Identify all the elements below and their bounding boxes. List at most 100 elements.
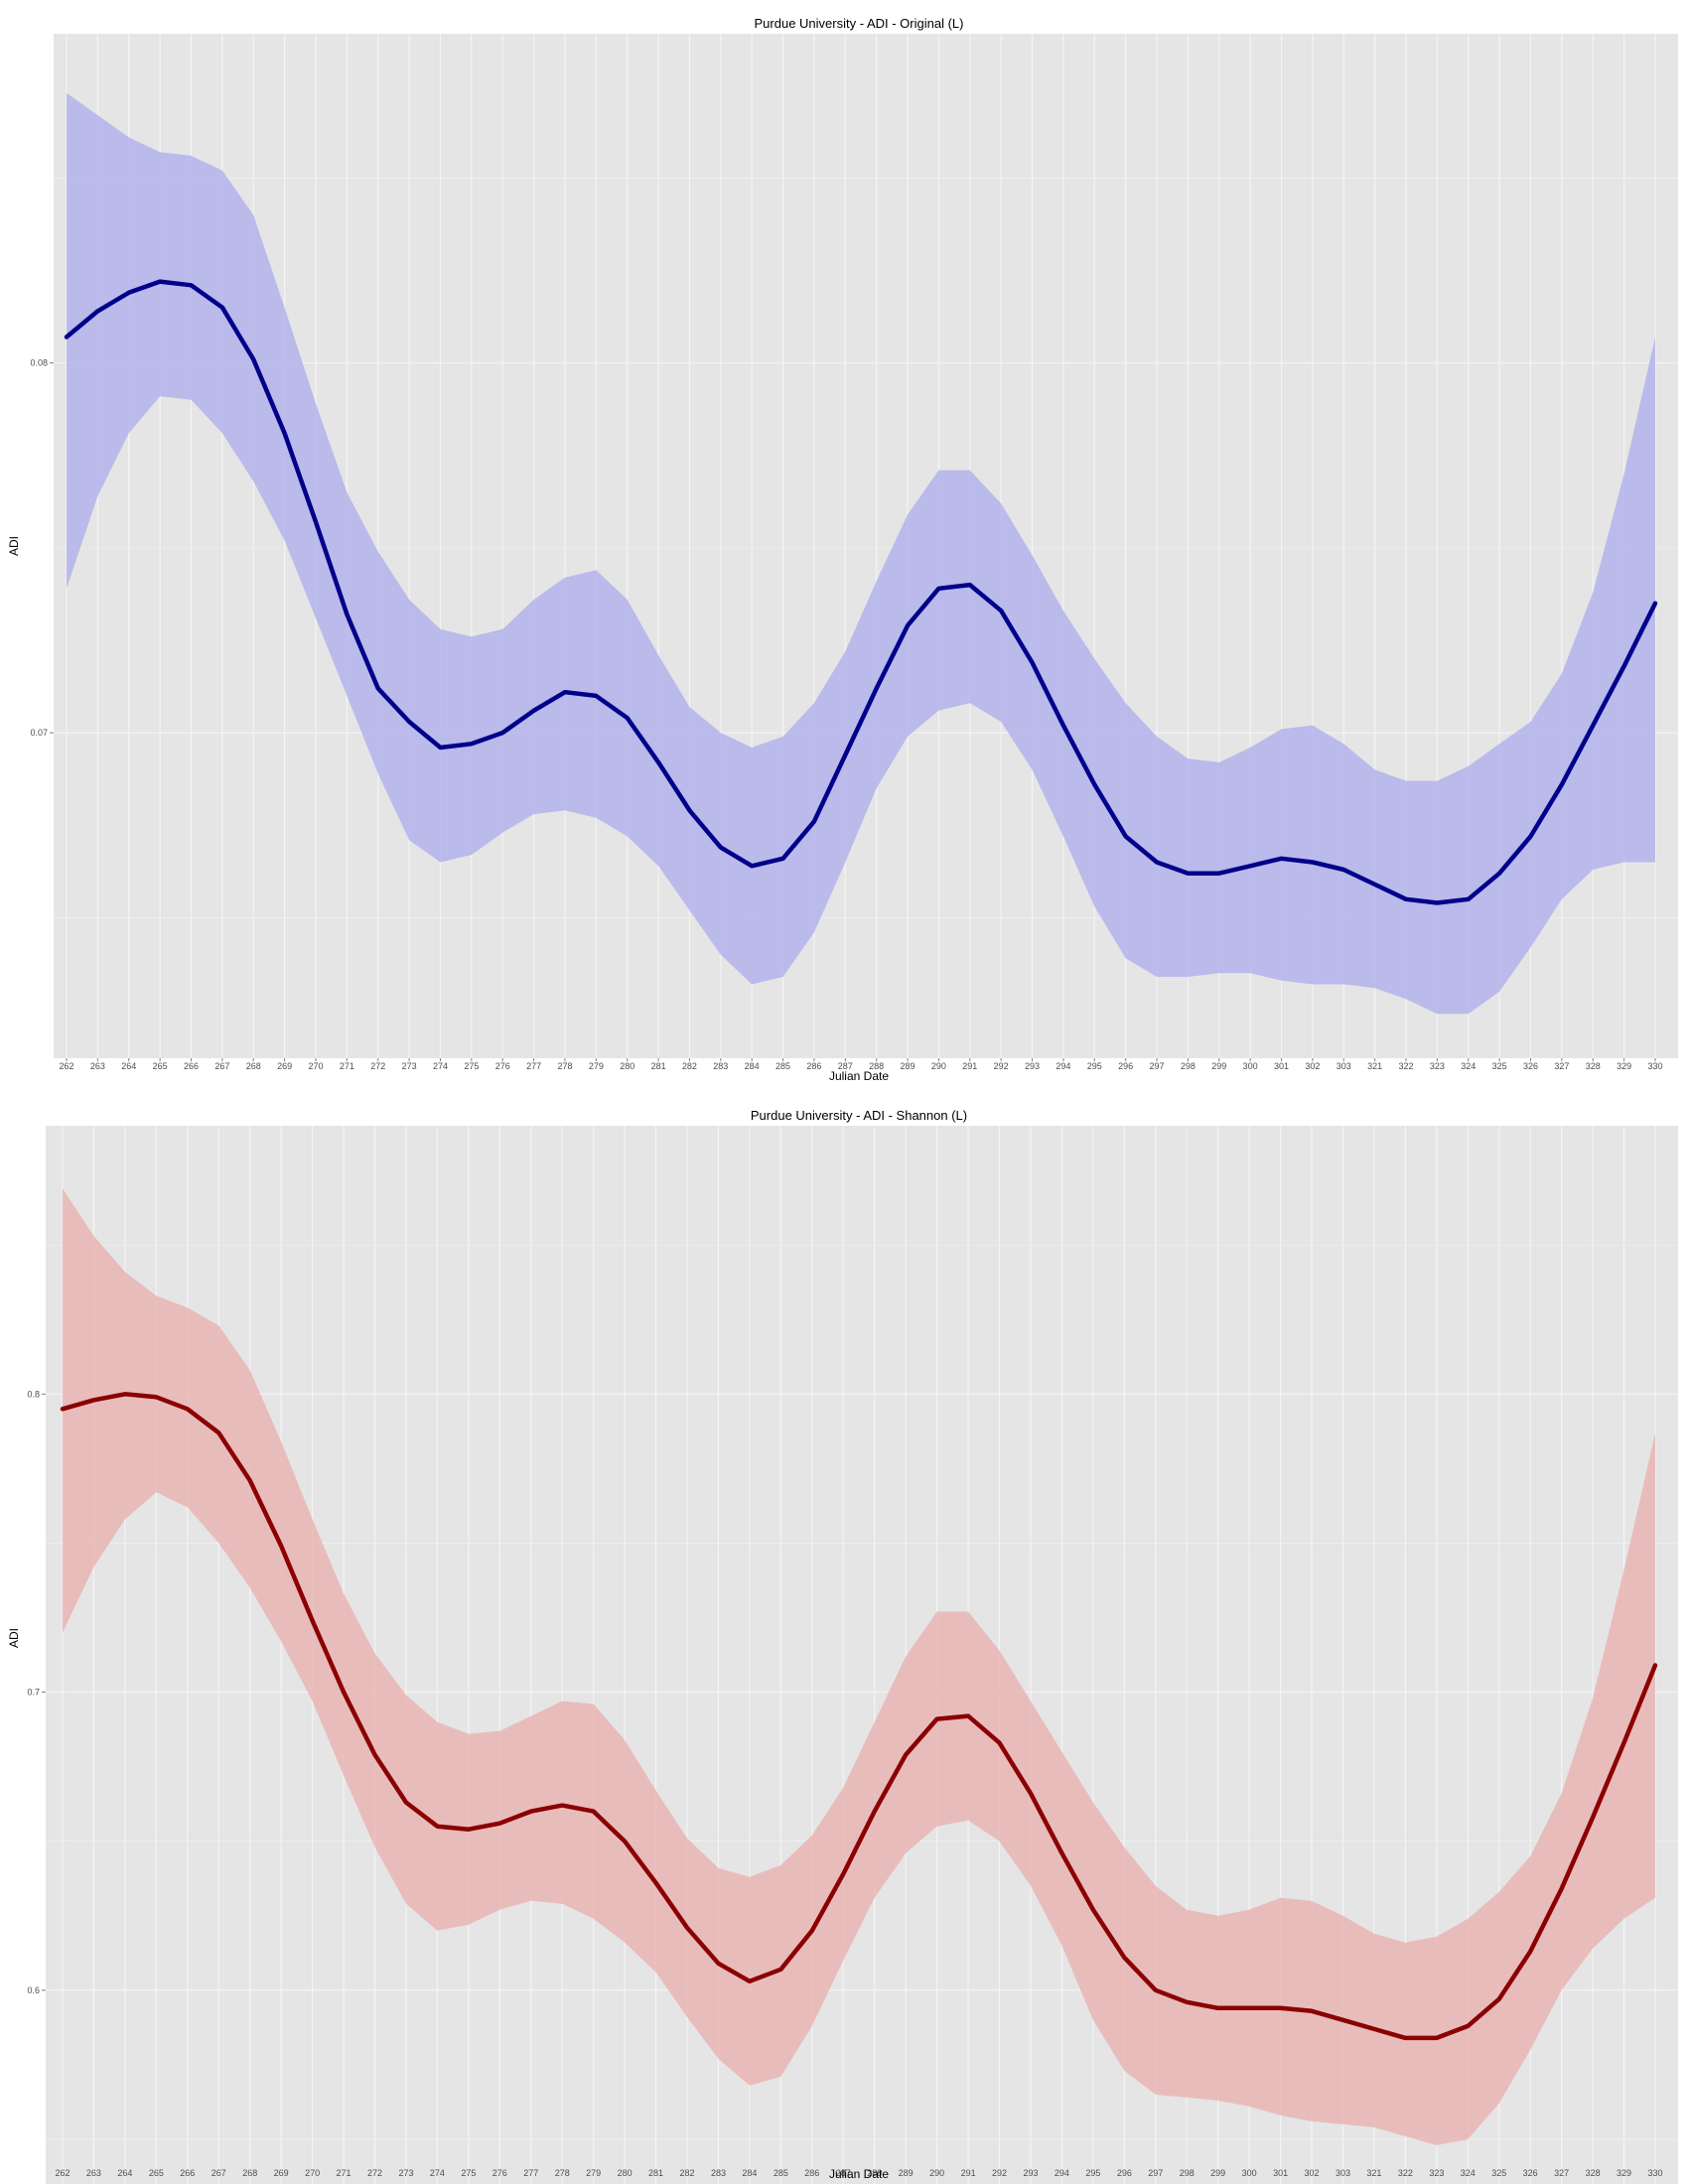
- x-tick-label: 323: [1429, 2168, 1444, 2178]
- x-tick-label: 268: [242, 2168, 257, 2178]
- x-tick-label: 298: [1181, 1061, 1196, 1071]
- x-tick-label: 289: [899, 2168, 914, 2178]
- x-tick-label: 270: [308, 1061, 323, 1071]
- y-tick-label: 0.7: [27, 1688, 40, 1698]
- x-tick-label: 328: [1586, 2168, 1601, 2178]
- x-tick-label: 268: [246, 1061, 261, 1071]
- x-tick-label: 292: [994, 1061, 1009, 1071]
- x-tick-label: 330: [1647, 2168, 1662, 2178]
- x-tick-label: 279: [586, 2168, 601, 2178]
- x-tick-label: 296: [1117, 2168, 1132, 2178]
- x-tick-label: 303: [1336, 1061, 1351, 1071]
- x-tick-label: 295: [1085, 2168, 1100, 2178]
- y-tick-label: 0.08: [30, 358, 48, 368]
- x-tick-label: 321: [1366, 2168, 1381, 2178]
- x-tick-label: 284: [742, 2168, 757, 2178]
- chart-shannon: Purdue University - ADI - Shannon (L) 0.…: [7, 1108, 1678, 2184]
- x-tick-label: 294: [1055, 1061, 1070, 1071]
- y-axis-title: ADI: [7, 536, 21, 556]
- x-tick-label: 297: [1150, 1061, 1165, 1071]
- x-tick-label: 299: [1211, 1061, 1226, 1071]
- x-tick-label: 321: [1367, 1061, 1382, 1071]
- y-axis-title: ADI: [7, 1628, 21, 1648]
- x-tick-label: 289: [901, 1061, 915, 1071]
- x-tick-label: 285: [775, 1061, 790, 1071]
- confidence-band-layer: [67, 92, 1655, 1015]
- confidence-band-layer: [63, 1188, 1655, 2145]
- x-tick-label: 267: [214, 1061, 229, 1071]
- x-tick-label: 274: [430, 2168, 445, 2178]
- x-tick-label: 262: [59, 1061, 73, 1071]
- x-tick-label: 286: [804, 2168, 819, 2178]
- x-tick-label: 290: [931, 1061, 946, 1071]
- x-tick-label: 327: [1554, 2168, 1569, 2178]
- x-tick-label: 271: [337, 2168, 352, 2178]
- x-tick-label: 277: [526, 1061, 541, 1071]
- x-tick-label: 267: [211, 2168, 226, 2178]
- x-tick-label: 264: [121, 1061, 136, 1071]
- x-tick-label: 276: [492, 2168, 507, 2178]
- x-axis: 262 263 264 265 266 267 268 269 270 271 272 273 274 2…: [55, 2168, 1662, 2178]
- y-axis: 0.07 0.08: [30, 358, 54, 738]
- x-tick-label: 281: [648, 2168, 663, 2178]
- x-tick-label: 282: [680, 2168, 695, 2178]
- x-tick-label: 278: [557, 1061, 572, 1071]
- x-tick-label: 298: [1180, 2168, 1195, 2178]
- x-axis: 262 263 264 265 266 267 268 269 270 271 272 273 274 2…: [59, 1058, 1663, 1071]
- x-tick-label: 277: [523, 2168, 538, 2178]
- y-axis: 0.6 0.7 0.8: [27, 1389, 46, 1995]
- x-tick-label: 291: [962, 1061, 977, 1071]
- x-tick-label: 293: [1025, 1061, 1040, 1071]
- x-tick-label: 325: [1491, 2168, 1506, 2178]
- mean-line-layer: [64, 279, 1658, 905]
- x-tick-label: 287: [836, 2168, 851, 2178]
- x-tick-label: 275: [464, 1061, 479, 1071]
- x-tick-label: 276: [495, 1061, 510, 1071]
- x-tick-label: 265: [149, 2168, 164, 2178]
- x-axis-title: Julian Date: [829, 1069, 889, 1083]
- x-tick-label: 269: [274, 2168, 289, 2178]
- x-tick-label: 325: [1492, 1061, 1507, 1071]
- x-tick-label: 300: [1243, 1061, 1258, 1071]
- x-tick-label: 266: [180, 2168, 195, 2178]
- x-tick-label: 263: [90, 1061, 105, 1071]
- x-tick-label: 329: [1617, 2168, 1631, 2178]
- x-tick-label: 293: [1023, 2168, 1038, 2178]
- x-tick-label: 326: [1523, 2168, 1538, 2178]
- x-tick-label: 323: [1430, 1061, 1445, 1071]
- x-tick-label: 279: [589, 1061, 604, 1071]
- x-tick-label: 328: [1586, 1061, 1601, 1071]
- x-tick-label: 263: [86, 2168, 101, 2178]
- confidence-band: [63, 1188, 1655, 2145]
- x-tick-label: 290: [929, 2168, 944, 2178]
- x-tick-label: 273: [402, 1061, 417, 1071]
- y-tick-label: 0.8: [27, 1389, 40, 1399]
- x-tick-label: 273: [398, 2168, 413, 2178]
- x-tick-label: 270: [305, 2168, 320, 2178]
- x-tick-label: 324: [1461, 1061, 1476, 1071]
- chart-title: Purdue University - ADI - Shannon (L): [751, 1108, 967, 1123]
- x-tick-label: 327: [1554, 1061, 1569, 1071]
- y-tick-label: 0.6: [27, 1985, 40, 1995]
- x-tick-label: 286: [806, 1061, 821, 1071]
- x-tick-label: 296: [1118, 1061, 1133, 1071]
- x-tick-label: 275: [461, 2168, 476, 2178]
- x-tick-label: 271: [340, 1061, 354, 1071]
- x-tick-label: 329: [1617, 1061, 1631, 1071]
- x-tick-label: 272: [367, 2168, 382, 2178]
- mean-line: [60, 1392, 1658, 2041]
- x-tick-label: 285: [774, 2168, 788, 2178]
- x-tick-label: 281: [651, 1061, 666, 1071]
- x-tick-label: 283: [713, 1061, 728, 1071]
- x-tick-label: 264: [117, 2168, 132, 2178]
- x-tick-label: 280: [618, 2168, 633, 2178]
- x-tick-label: 283: [711, 2168, 726, 2178]
- mean-line: [64, 279, 1658, 905]
- x-tick-label: 301: [1273, 2168, 1288, 2178]
- x-tick-label: 269: [277, 1061, 292, 1071]
- x-tick-label: 272: [370, 1061, 385, 1071]
- x-tick-label: 282: [682, 1061, 697, 1071]
- x-tick-label: 262: [55, 2168, 70, 2178]
- x-tick-label: 326: [1523, 1061, 1538, 1071]
